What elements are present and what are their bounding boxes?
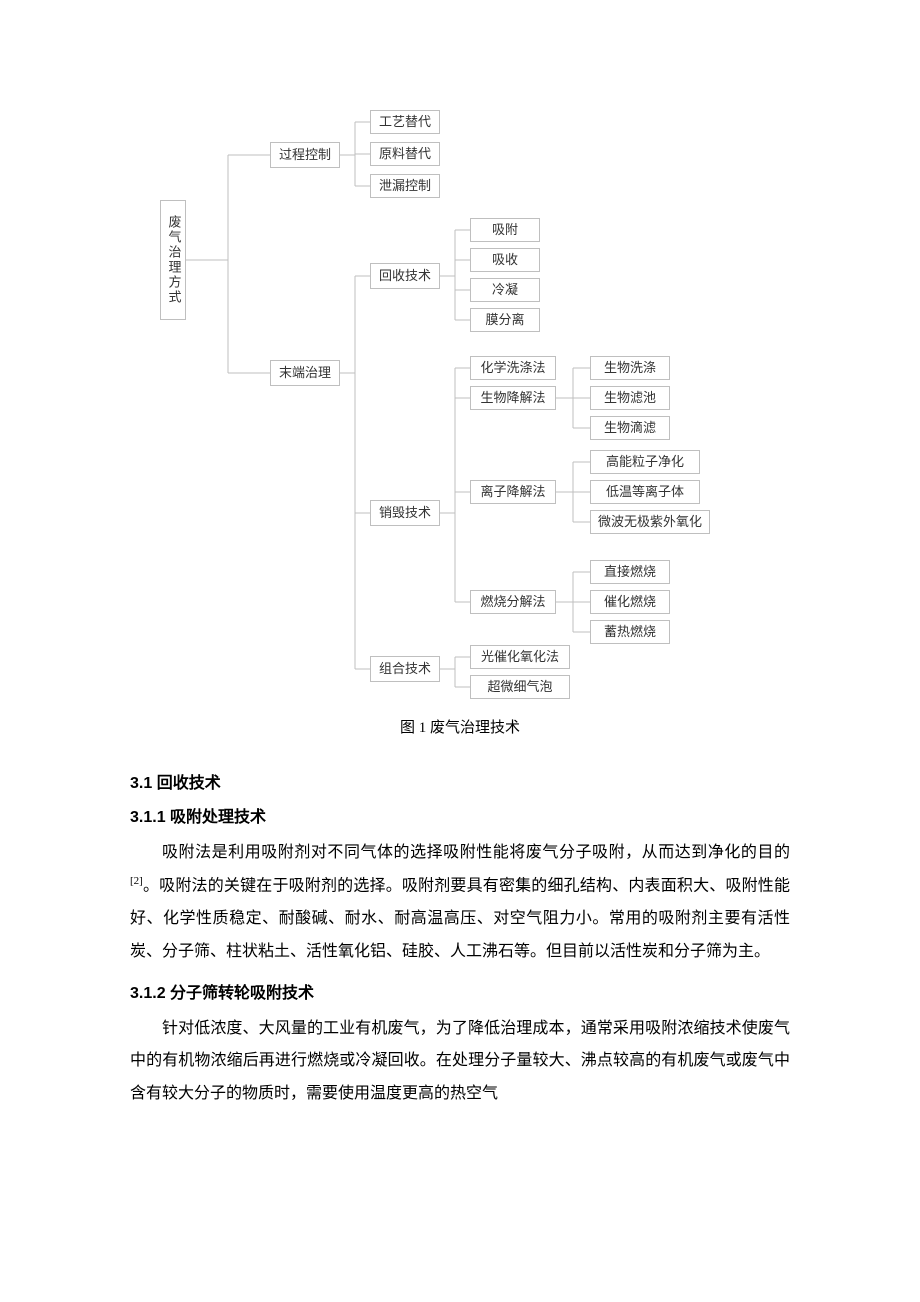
heading-3-1-1: 3.1.1 吸附处理技术 bbox=[130, 803, 790, 827]
heading-3-1-2: 3.1.2 分子筛转轮吸附技术 bbox=[130, 979, 790, 1003]
tree-node: 吸收 bbox=[470, 248, 540, 272]
tree-node: 冷凝 bbox=[470, 278, 540, 302]
p1-text-b: 。吸附法的关键在于吸附剂的选择。吸附剂要具有密集的细孔结构、内表面积大、吸附性能… bbox=[130, 877, 790, 960]
tree-node: 燃烧分解法 bbox=[470, 590, 556, 614]
paragraph-1: 吸附法是利用吸附剂对不同气体的选择吸附性能将废气分子吸附，从而达到净化的目的 [2… bbox=[130, 837, 790, 969]
tree-node: 化学洗涤法 bbox=[470, 356, 556, 380]
tree-node: 过程控制 bbox=[270, 142, 340, 168]
paragraph-2: 针对低浓度、大风量的工业有机废气，为了降低治理成本，通常采用吸附浓缩技术使废气中… bbox=[130, 1013, 790, 1111]
tree-node: 催化燃烧 bbox=[590, 590, 670, 614]
tree-node: 高能粒子净化 bbox=[590, 450, 700, 474]
tree-node: 组合技术 bbox=[370, 656, 440, 682]
tree-node: 膜分离 bbox=[470, 308, 540, 332]
tree-node: 生物洗涤 bbox=[590, 356, 670, 380]
figure-caption: 图 1 废气治理技术 bbox=[130, 716, 790, 737]
tree-node: 蓄热燃烧 bbox=[590, 620, 670, 644]
tree-node: 泄漏控制 bbox=[370, 174, 440, 198]
tree-node: 直接燃烧 bbox=[590, 560, 670, 584]
heading-3-1: 3.1 回收技术 bbox=[130, 769, 790, 793]
tree-node: 吸附 bbox=[470, 218, 540, 242]
citation-2: [2] bbox=[130, 875, 143, 887]
tree-node: 微波无极紫外氧化 bbox=[590, 510, 710, 534]
tree-node: 低温等离子体 bbox=[590, 480, 700, 504]
p1-text-a: 吸附法是利用吸附剂对不同气体的选择吸附性能将废气分子吸附，从而达到净化的目的 bbox=[162, 844, 790, 861]
tree-node: 超微细气泡 bbox=[470, 675, 570, 699]
tree-node: 生物滤池 bbox=[590, 386, 670, 410]
tree-node: 回收技术 bbox=[370, 263, 440, 289]
tree-node: 原料替代 bbox=[370, 142, 440, 166]
tree-diagram: 废气治理方式 过程控制末端治理 工艺替代原料替代泄漏控制回收技术销毁技术组合技术 吸附… bbox=[140, 100, 800, 710]
tree-node: 销毁技术 bbox=[370, 500, 440, 526]
tree-node: 生物滴滤 bbox=[590, 416, 670, 440]
tree-node: 离子降解法 bbox=[470, 480, 556, 504]
tree-node: 废气治理方式 bbox=[160, 200, 186, 320]
tree-node: 生物降解法 bbox=[470, 386, 556, 410]
tree-node: 光催化氧化法 bbox=[470, 645, 570, 669]
tree-node: 工艺替代 bbox=[370, 110, 440, 134]
tree-node: 末端治理 bbox=[270, 360, 340, 386]
